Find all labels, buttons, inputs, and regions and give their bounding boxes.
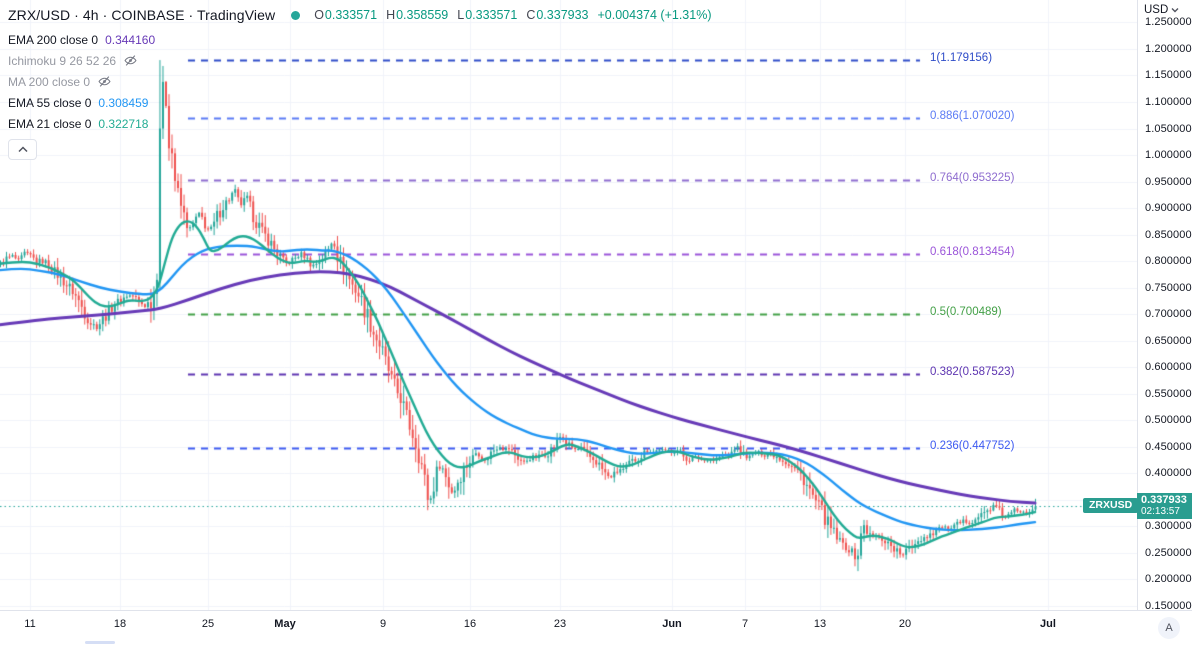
price-tick-label: 0.900000 [1145, 202, 1192, 215]
indicator-label[interactable]: Ichimoku 9 26 52 26 [8, 53, 117, 68]
price-tick-label: 0.700000 [1145, 308, 1192, 321]
time-tick-label: 7 [741, 618, 749, 630]
indicator-label[interactable]: EMA 21 close 0 [8, 116, 92, 131]
price-tick-label: 0.600000 [1145, 361, 1192, 374]
price-tick-label: 0.500000 [1145, 414, 1192, 427]
time-tick-label: 18 [113, 618, 127, 630]
time-tick-label: Jul [1040, 618, 1056, 630]
price-tick-label: 0.800000 [1145, 255, 1192, 268]
indicator-value: 0.322718 [98, 116, 149, 131]
time-tick-label: 13 [813, 618, 827, 630]
adjust-scale-button[interactable]: A [1158, 617, 1180, 639]
high-value: H0.358559 [386, 8, 449, 22]
legend-row: EMA 200 close 0 0.344160 [8, 29, 155, 50]
time-axis[interactable]: A 11 18 25 May 9 16 23 Jun 7 13 20 Jul [0, 610, 1192, 645]
change-value: +0.004374 (+1.31%) [597, 8, 712, 22]
indicator-label[interactable]: EMA 200 close 0 [8, 32, 99, 47]
time-tick-label: 9 [379, 618, 387, 630]
price-tick-label: 0.650000 [1145, 334, 1192, 347]
currency-dropdown[interactable]: USD [1144, 4, 1179, 16]
fib-level-label[interactable]: 0.618(0.813454) [930, 246, 1015, 258]
ohlc-values: O0.333571 H0.358559 L0.333571 C0.337933 … [314, 8, 711, 22]
currency-label: USD [1144, 4, 1169, 16]
chart-header: ZRX/USD · 4h · COINBASE · TradingView O0… [8, 7, 711, 23]
scrollbar-fragment[interactable] [85, 641, 115, 644]
time-tick-label: Jun [662, 618, 682, 630]
close-value: C0.337933 [526, 8, 589, 22]
price-tick-label: 1.100000 [1145, 95, 1192, 108]
legend-row: EMA 55 close 0 0.308459 [8, 92, 155, 113]
price-tick-label: 0.300000 [1145, 520, 1192, 533]
price-tick-label: 0.250000 [1145, 546, 1192, 559]
indicator-value: 0.308459 [98, 95, 149, 110]
fib-level-label[interactable]: 1(1.179156) [930, 52, 993, 64]
bar-countdown: 02:13:57 [1141, 506, 1180, 518]
current-price: 0.337933 [1141, 494, 1187, 507]
indicator-label[interactable]: EMA 55 close 0 [8, 95, 92, 110]
low-value: L0.333571 [457, 8, 518, 22]
indicator-value: 0.344160 [105, 32, 156, 47]
legend-collapse-button[interactable] [8, 139, 37, 160]
legend-row: Ichimoku 9 26 52 26 [8, 50, 155, 71]
chevron-down-icon [1171, 8, 1179, 13]
fib-level-label[interactable]: 0.886(1.070020) [930, 109, 1015, 122]
price-tick-label: 0.400000 [1145, 467, 1192, 480]
symbol-title[interactable]: ZRX/USD · 4h · COINBASE · TradingView [8, 7, 276, 23]
price-tick-label: 0.850000 [1145, 228, 1192, 241]
price-tick-label: 0.200000 [1145, 573, 1192, 586]
fib-level-label[interactable]: 0.382(0.587523) [930, 365, 1015, 378]
time-tick-label: 16 [463, 618, 477, 630]
current-price-badge: 0.337933 02:13:57 [1137, 493, 1192, 520]
fib-level-label[interactable]: 0.5(0.700489) [930, 305, 1002, 318]
price-tick-label: 1.050000 [1145, 122, 1192, 135]
open-value: O0.333571 [314, 8, 378, 22]
eye-off-icon[interactable] [97, 75, 112, 88]
price-tick-label: 0.750000 [1145, 281, 1192, 294]
chevron-up-icon [17, 146, 28, 153]
price-tick-label: 1.250000 [1145, 16, 1192, 29]
market-status-dot-icon [291, 10, 301, 20]
price-tick-label: 0.450000 [1145, 440, 1192, 453]
time-tick-label: May [274, 618, 296, 630]
time-tick-label: 20 [898, 618, 912, 630]
indicator-legend: EMA 200 close 0 0.344160 Ichimoku 9 26 52 … [8, 29, 155, 160]
price-tick-label: 1.150000 [1145, 69, 1192, 82]
fib-level-label[interactable]: 0.236(0.447752) [930, 440, 1015, 452]
price-tick-label: 1.000000 [1145, 149, 1192, 162]
time-tick-label: 23 [553, 618, 567, 630]
legend-row: MA 200 close 0 [8, 71, 155, 92]
eye-off-icon[interactable] [123, 54, 138, 67]
indicator-label[interactable]: MA 200 close 0 [8, 74, 91, 89]
price-tick-label: 1.200000 [1145, 42, 1192, 55]
time-tick-label: 11 [24, 618, 36, 630]
price-tick-label: 0.950000 [1145, 175, 1192, 188]
price-tick-label: 0.550000 [1145, 387, 1192, 400]
price-line-symbol-badge: ZRXUSD [1083, 498, 1139, 514]
price-tick-label: 0.150000 [1145, 599, 1192, 612]
fib-level-label[interactable]: 0.764(0.953225) [930, 171, 1015, 184]
chart-canvas[interactable] [0, 0, 1137, 610]
legend-row: EMA 21 close 0 0.322718 [8, 113, 155, 134]
time-tick-label: 25 [201, 618, 215, 630]
